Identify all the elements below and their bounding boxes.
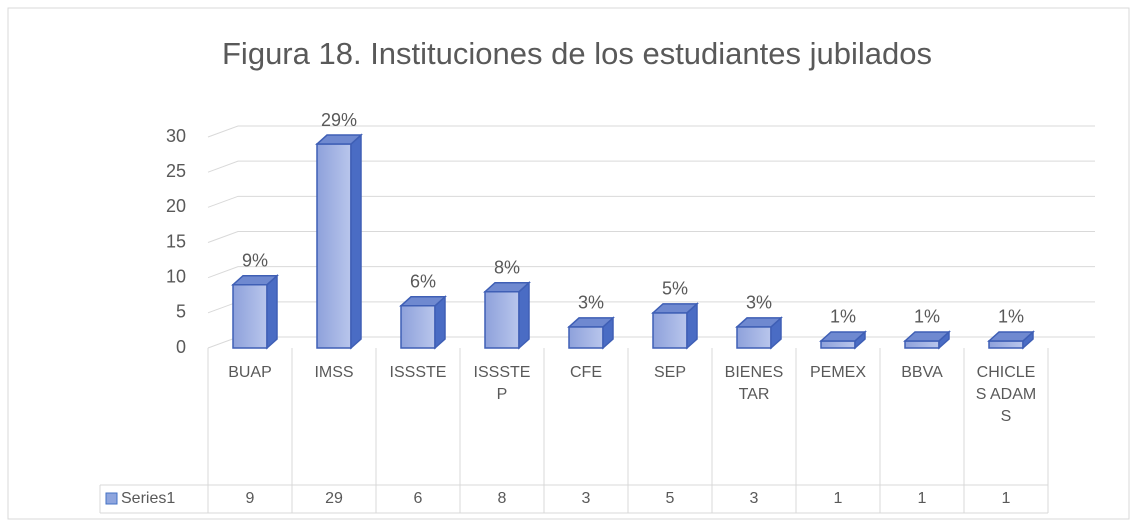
bar-front <box>988 340 1024 349</box>
data-label: 8% <box>494 257 520 277</box>
grid-line <box>207 231 1095 243</box>
y-tick-label: 25 <box>166 161 186 181</box>
x-tick-label: CHICLES ADAMS <box>975 364 1037 425</box>
data-label: 1% <box>914 307 940 327</box>
bar-front <box>232 283 268 349</box>
bar-top <box>483 281 531 293</box>
y-tick-label: 30 <box>166 126 186 146</box>
data-label: 1% <box>830 307 856 327</box>
chart-border <box>7 7 1130 520</box>
bar-side <box>350 133 362 350</box>
bar-front <box>904 340 940 349</box>
bar-front <box>316 143 352 349</box>
bar-front <box>400 305 436 349</box>
y-tick-label: 10 <box>166 266 186 286</box>
bar-top <box>399 296 447 307</box>
table-value: 1 <box>918 490 927 507</box>
x-tick-label: BBVA <box>901 364 943 381</box>
bar <box>651 302 699 350</box>
bar-side <box>518 281 530 350</box>
bar <box>903 330 951 350</box>
bar <box>819 330 867 350</box>
grid-line <box>207 125 1095 138</box>
data-label: 5% <box>662 279 688 299</box>
bar-front <box>652 312 688 349</box>
bar <box>987 330 1035 350</box>
table-value: 1 <box>1002 490 1011 507</box>
table-value: 6 <box>414 490 423 507</box>
x-tick-label: PEMEX <box>809 364 866 381</box>
x-tick-label: ISSSTEP <box>473 364 531 403</box>
bar-front <box>568 326 604 349</box>
bar-top <box>231 274 279 286</box>
y-tick-label: 0 <box>176 337 186 357</box>
bar-top <box>819 331 867 342</box>
table-value: 8 <box>498 490 507 507</box>
y-tick-label: 5 <box>176 302 186 322</box>
grid-line <box>207 195 1095 208</box>
table-value: 5 <box>666 490 675 507</box>
table-value: 3 <box>582 490 591 507</box>
bar-top <box>987 331 1035 342</box>
bar <box>231 274 279 350</box>
table-value: 29 <box>325 490 343 507</box>
x-tick-label: CFE <box>570 364 602 381</box>
bar <box>735 316 783 350</box>
legend-marker <box>105 492 118 505</box>
grid-line <box>207 266 1095 279</box>
table-value: 9 <box>246 490 255 507</box>
data-label: 3% <box>578 293 604 313</box>
bar <box>483 281 531 350</box>
data-label: 3% <box>746 293 772 313</box>
bar-top <box>567 317 615 328</box>
data-label: 6% <box>410 272 436 292</box>
bar <box>315 133 363 350</box>
table-value: 1 <box>834 490 843 507</box>
bar-top <box>651 303 699 314</box>
bar-front <box>484 290 520 349</box>
table-value: 3 <box>750 490 759 507</box>
bar-front <box>736 326 772 349</box>
bar-side <box>266 274 278 350</box>
legend-label: Series1 <box>121 490 175 507</box>
data-label: 1% <box>998 307 1024 327</box>
x-tick-label: BUAP <box>228 364 272 381</box>
x-tick-label: BIENESTAR <box>724 364 784 403</box>
x-tick-label: ISSSTE <box>389 364 447 381</box>
bar-top <box>315 134 363 145</box>
data-label: 29% <box>321 110 357 130</box>
bar-top <box>735 317 783 328</box>
x-tick-label: IMSS <box>314 364 354 381</box>
bar-front <box>820 340 856 349</box>
bar-top <box>903 331 951 342</box>
chart-title: Figura 18. Instituciones de los estudian… <box>222 36 932 71</box>
y-tick-label: 20 <box>166 196 186 216</box>
y-tick-label: 15 <box>166 231 186 251</box>
bar <box>399 295 447 350</box>
bar <box>567 316 615 350</box>
grid-line <box>207 160 1095 173</box>
data-label: 9% <box>242 250 268 270</box>
x-tick-label: SEP <box>653 364 686 381</box>
